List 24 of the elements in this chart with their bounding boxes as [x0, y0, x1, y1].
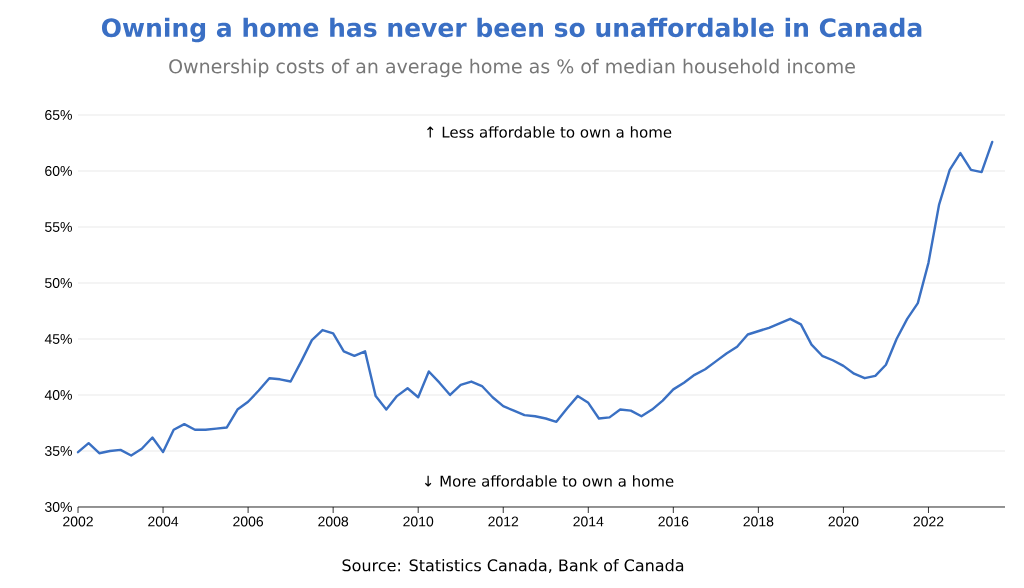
x-tick-label: 2002 — [63, 516, 93, 527]
x-tick-label: 2012 — [488, 516, 519, 527]
y-tick-label: 30% — [44, 502, 72, 512]
annotation: ↓ More affordable to own a home — [424, 475, 674, 487]
y-tick-label: 40% — [44, 390, 72, 400]
x-tick-label: 2010 — [403, 516, 434, 527]
x-tick-label: 2018 — [743, 516, 774, 527]
x-tick-label: 2006 — [233, 516, 264, 527]
y-tick-label: 60% — [45, 166, 72, 176]
annotation: ↑ Less affordable to own a home — [427, 126, 672, 138]
chart-title: Owning a home has never been so unaffordable in Canada — [101, 17, 922, 43]
y-tick-label: 35% — [44, 446, 72, 456]
x-tick-label: 2004 — [148, 516, 179, 527]
x-tick-label: 2014 — [573, 516, 604, 527]
x-tick-label: 2016 — [658, 516, 689, 527]
x-tick-label: 2022 — [913, 516, 944, 527]
y-tick-label: 65% — [45, 110, 72, 120]
x-tick-label: 2020 — [828, 516, 859, 527]
y-tick-label: 55% — [45, 222, 72, 232]
x-tick-label: 2008 — [318, 516, 349, 527]
y-tick-label: 50% — [45, 278, 72, 288]
y-tick-label: 45% — [44, 334, 72, 344]
source-note: Source: Statistics Canada, Bank of Canada — [342, 558, 684, 573]
chart-subtitle: Ownership costs of an average home as % of median household income — [169, 58, 855, 78]
